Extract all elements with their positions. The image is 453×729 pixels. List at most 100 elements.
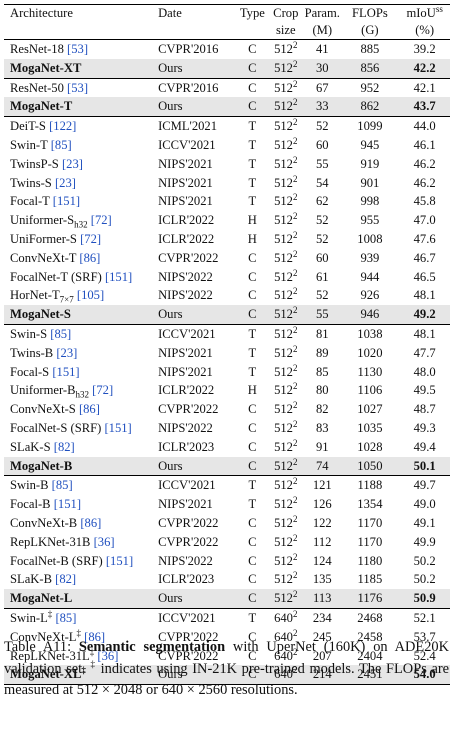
table-row: MogaNet-T Ours C 5122 33 862 43.7 xyxy=(4,97,450,117)
crop-exponent: 2 xyxy=(292,456,298,467)
cell-miou: 48.7 xyxy=(413,402,436,417)
citation-link[interactable]: [82] xyxy=(55,572,77,587)
crop-exponent: 2 xyxy=(292,570,298,581)
cell-date: ICLR'2022 xyxy=(158,231,215,246)
cell-crop-size: 5122 xyxy=(268,192,304,211)
cell-architecture: Swin-B [85] xyxy=(4,475,159,496)
citation-link[interactable]: [53] xyxy=(67,42,89,56)
cell-params: 60 xyxy=(315,250,329,265)
citation-link[interactable]: [23] xyxy=(56,345,78,360)
cell-flops: 945 xyxy=(360,137,380,152)
cell-params: 113 xyxy=(304,589,341,609)
col-miou-unit: (%) xyxy=(415,23,435,37)
cell-architecture: MogaNet-S xyxy=(4,305,159,325)
citation-link[interactable]: [85] xyxy=(50,326,72,341)
cell-flops: 926 xyxy=(360,288,380,303)
cell-date: ICLR'2022 xyxy=(158,383,215,398)
citation-link[interactable]: [151] xyxy=(104,269,133,284)
model-name: Swin-T xyxy=(10,137,48,152)
model-name: ResNet-50 xyxy=(10,80,64,95)
citation-link[interactable]: [86] xyxy=(84,629,106,644)
citation-link[interactable]: [86] xyxy=(79,250,101,265)
cell-miou: 44.0 xyxy=(399,116,450,136)
crop-value: 512 xyxy=(274,137,293,152)
cell-type: T xyxy=(237,116,268,136)
cell-date: Ours xyxy=(158,665,238,686)
citation-link[interactable]: [36] xyxy=(97,648,119,663)
citation-link[interactable]: [85] xyxy=(50,137,72,152)
citation-link[interactable]: [23] xyxy=(54,175,76,190)
model-name: DeiT-S xyxy=(10,119,46,134)
cell-flops: 1188 xyxy=(340,475,400,496)
cell-miou: 50.1 xyxy=(399,456,450,476)
cell-params: 74 xyxy=(304,456,341,476)
citation-link[interactable]: [151] xyxy=(52,364,80,379)
citation-link[interactable]: [105] xyxy=(76,288,105,303)
cell-architecture: TwinsP-S [23] xyxy=(4,155,158,174)
citation-link[interactable]: [72] xyxy=(92,383,114,398)
citation-link[interactable]: [72] xyxy=(90,213,112,228)
cell-flops: 1035 xyxy=(357,420,383,435)
crop-exponent: 2 xyxy=(292,437,298,448)
crop-value: 512 xyxy=(274,307,293,322)
citation-link[interactable]: [151] xyxy=(104,420,132,435)
model-superscript: ‡ xyxy=(47,608,53,619)
col-crop: Crop xyxy=(273,6,299,20)
citation-link[interactable]: [151] xyxy=(105,553,134,568)
cell-params: 33 xyxy=(304,97,341,117)
model-name: Focal-B xyxy=(10,497,51,512)
citation-link[interactable]: [151] xyxy=(53,497,82,512)
col-param: Param. xyxy=(304,6,340,20)
cell-flops: 1106 xyxy=(357,383,383,398)
citation-link[interactable]: [151] xyxy=(52,194,81,209)
cell-date: CVPR'2022 xyxy=(158,402,219,417)
cell-params: 52 xyxy=(315,288,329,303)
table-row: Twins-S [23] NIPS'2021 T 5122 54 901 46.2 xyxy=(4,174,450,193)
cell-crop-size: 5122 xyxy=(268,570,304,589)
model-name: UniFormer-S xyxy=(10,231,77,246)
model-name: Swin-L xyxy=(10,610,48,625)
model-subscript: 7×7 xyxy=(59,294,74,305)
model-name: MogaNet-XL xyxy=(10,667,82,682)
table-row: MogaNet-L Ours C 5122 113 1176 50.9 xyxy=(4,589,450,609)
citation-link[interactable]: [122] xyxy=(49,119,77,134)
cell-crop-size: 5122 xyxy=(268,249,304,268)
table-row: Uniformer-Sh32 [72] ICLR'2022 H 5122 52 955 47… xyxy=(4,211,450,230)
cell-type: C xyxy=(237,305,268,325)
cell-flops: 1027 xyxy=(357,402,383,417)
citation-link[interactable]: [82] xyxy=(53,439,75,454)
crop-value: 512 xyxy=(274,80,293,95)
crop-exponent: 2 xyxy=(292,267,298,278)
model-name: MogaNet-L xyxy=(10,591,73,606)
cell-miou: 52.4 xyxy=(413,648,436,663)
col-type: Type xyxy=(239,6,265,20)
cell-type: C xyxy=(237,58,268,79)
cell-crop-size: 5122 xyxy=(267,456,305,476)
citation-link[interactable]: [85] xyxy=(55,610,77,625)
cell-flops: 885 xyxy=(360,42,380,56)
cell-flops: 1028 xyxy=(357,439,383,454)
citation-link[interactable]: [86] xyxy=(80,515,102,530)
crop-exponent: 2 xyxy=(292,362,298,373)
citation-link[interactable]: [72] xyxy=(80,231,102,246)
cell-params: 126 xyxy=(312,497,332,512)
cell-miou: 53.7 xyxy=(413,629,436,644)
citation-link[interactable]: [53] xyxy=(67,80,89,95)
citation-link[interactable]: [23] xyxy=(61,156,83,171)
crop-value: 512 xyxy=(274,156,293,171)
cell-architecture: ResNet-50 [53] xyxy=(4,77,159,98)
cell-miou: 54.0 xyxy=(399,665,450,686)
cell-type: C xyxy=(237,77,268,98)
cell-type: T xyxy=(248,194,257,209)
citation-link[interactable]: [36] xyxy=(93,534,115,549)
cell-architecture: SLaK-B [82] xyxy=(4,570,158,589)
cell-crop-size: 5122 xyxy=(267,77,305,98)
crop-exponent: 2 xyxy=(292,646,298,657)
citation-link[interactable]: [85] xyxy=(51,478,73,493)
cell-architecture: RepLKNet-31B [36] xyxy=(4,533,158,552)
cell-flops: 1176 xyxy=(340,589,400,609)
model-name: ResNet-18 xyxy=(10,42,64,56)
cell-date: NIPS'2021 xyxy=(158,156,213,171)
citation-link[interactable]: [86] xyxy=(78,402,100,417)
table-row: DeiT-S [122] ICML'2021 T 5122 52 1099 44.0 xyxy=(4,116,450,136)
